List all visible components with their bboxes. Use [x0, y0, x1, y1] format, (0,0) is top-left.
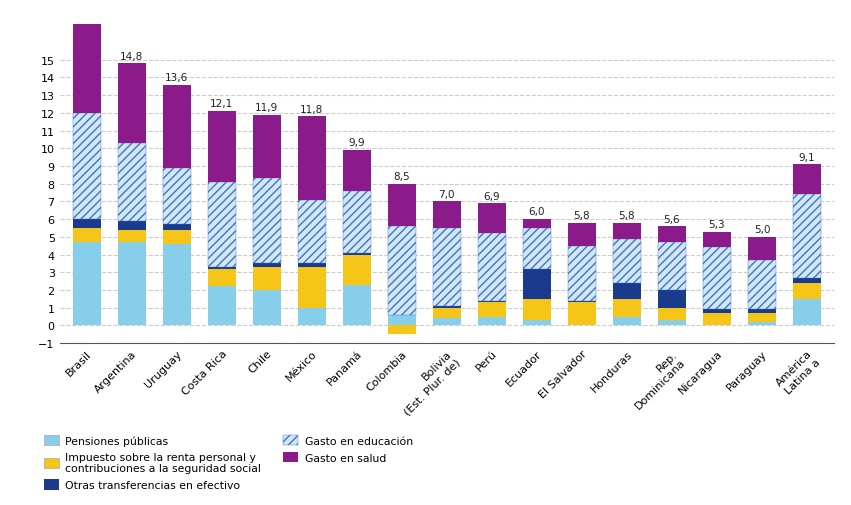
- Bar: [658, 308, 686, 320]
- Bar: [478, 301, 505, 302]
- Bar: [478, 234, 505, 301]
- Bar: [523, 299, 551, 320]
- Bar: [343, 191, 371, 253]
- Bar: [523, 220, 551, 228]
- Bar: [793, 299, 821, 326]
- Bar: [748, 322, 776, 326]
- Bar: [523, 320, 551, 326]
- Bar: [568, 246, 596, 301]
- Text: 9,9: 9,9: [348, 138, 365, 148]
- Bar: [613, 283, 641, 299]
- Text: 6,0: 6,0: [528, 207, 545, 217]
- Bar: [117, 243, 146, 326]
- Bar: [253, 290, 281, 326]
- Bar: [72, 243, 100, 326]
- Bar: [658, 290, 686, 308]
- Bar: [793, 165, 821, 195]
- Bar: [163, 244, 191, 326]
- Bar: [478, 302, 505, 317]
- Bar: [613, 239, 641, 283]
- Bar: [208, 268, 236, 269]
- Bar: [793, 278, 821, 283]
- Bar: [433, 306, 460, 308]
- Bar: [523, 269, 551, 299]
- Bar: [208, 269, 236, 287]
- Bar: [433, 308, 460, 319]
- Bar: [613, 317, 641, 326]
- Text: 9,1: 9,1: [798, 152, 815, 162]
- Text: 11,8: 11,8: [300, 105, 323, 115]
- Bar: [343, 254, 371, 255]
- Bar: [478, 204, 505, 234]
- Bar: [117, 230, 146, 243]
- Bar: [72, 228, 100, 243]
- Bar: [72, 220, 100, 228]
- Bar: [298, 117, 326, 200]
- Bar: [208, 112, 236, 182]
- Bar: [703, 310, 731, 313]
- Bar: [298, 308, 326, 326]
- Bar: [253, 115, 281, 179]
- Bar: [433, 228, 460, 306]
- Bar: [253, 179, 281, 264]
- Bar: [433, 202, 460, 228]
- Bar: [343, 150, 371, 191]
- Bar: [748, 237, 776, 261]
- Bar: [793, 195, 821, 278]
- Bar: [72, 16, 100, 114]
- Bar: [703, 313, 731, 326]
- Bar: [163, 169, 191, 225]
- Bar: [568, 223, 596, 246]
- Bar: [703, 248, 731, 310]
- Bar: [478, 317, 505, 326]
- Bar: [72, 114, 100, 220]
- Text: 11,9: 11,9: [255, 103, 278, 113]
- Text: 5,0: 5,0: [754, 225, 770, 235]
- Legend: Pensiones públicas, Impuesto sobre la renta personal y
contribuciones a la segur: Pensiones públicas, Impuesto sobre la re…: [39, 431, 417, 494]
- Bar: [748, 310, 776, 313]
- Bar: [343, 255, 371, 285]
- Text: 5,6: 5,6: [664, 214, 680, 224]
- Bar: [253, 264, 281, 268]
- Bar: [117, 221, 146, 230]
- Bar: [703, 232, 731, 248]
- Text: 7,0: 7,0: [438, 189, 455, 199]
- Bar: [388, 184, 415, 227]
- Bar: [208, 287, 236, 326]
- Text: 5,8: 5,8: [619, 211, 635, 221]
- Bar: [298, 200, 326, 264]
- Text: 8,5: 8,5: [393, 172, 410, 182]
- Bar: [117, 64, 146, 143]
- Bar: [117, 143, 146, 221]
- Text: 5,3: 5,3: [709, 219, 725, 229]
- Bar: [433, 319, 460, 326]
- Text: 12,1: 12,1: [210, 99, 233, 109]
- Bar: [658, 227, 686, 243]
- Bar: [298, 268, 326, 308]
- Bar: [163, 230, 191, 244]
- Text: 13,6: 13,6: [165, 73, 188, 83]
- Bar: [613, 299, 641, 317]
- Bar: [388, 227, 415, 315]
- Bar: [658, 243, 686, 290]
- Bar: [253, 268, 281, 290]
- Bar: [388, 326, 415, 334]
- Bar: [793, 283, 821, 299]
- Bar: [658, 320, 686, 326]
- Bar: [163, 85, 191, 169]
- Bar: [568, 302, 596, 326]
- Bar: [748, 313, 776, 322]
- Text: 6,9: 6,9: [483, 191, 500, 201]
- Bar: [388, 315, 415, 326]
- Bar: [208, 182, 236, 268]
- Bar: [748, 261, 776, 310]
- Bar: [568, 301, 596, 302]
- Text: 5,8: 5,8: [574, 211, 590, 221]
- Bar: [613, 223, 641, 239]
- Bar: [298, 264, 326, 268]
- Bar: [523, 228, 551, 269]
- Bar: [343, 285, 371, 326]
- Bar: [163, 225, 191, 230]
- Text: 14,8: 14,8: [120, 52, 143, 62]
